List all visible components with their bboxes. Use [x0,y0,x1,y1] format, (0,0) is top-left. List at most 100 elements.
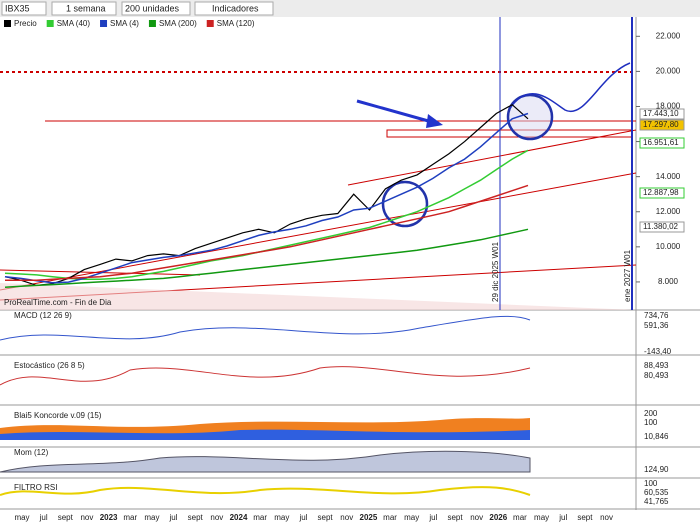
legend-swatch [206,20,214,27]
panel-title: Blai5 Koncorde v.09 (15) [14,411,102,420]
price-tag [639,187,685,199]
mom-area [0,450,531,473]
symbol-select[interactable] [1,1,47,16]
stoch-line [0,366,531,386]
symbol: IBX35 [5,3,30,13]
projection [509,62,631,113]
x-axis-label: nov [470,513,483,522]
x-axis-label: 2024 [230,513,248,522]
panel-title: Estocástico (26 8 5) [14,361,85,370]
time-marker-label: ene 2027 W01 [623,249,632,302]
x-axis-label: jul [428,513,437,522]
legend-swatch [46,20,54,27]
x-axis-label: mar [513,513,527,522]
series-line [4,103,529,287]
period: 1 semana [66,3,106,13]
x-axis-label: mar [123,513,137,522]
arrow [356,99,433,124]
x-axis-label: 2023 [100,513,118,522]
panel-value: 200 [644,409,658,418]
x-axis-label: may [274,513,289,522]
panel-value: 60,535 [644,488,669,497]
panel-title: Mom (12) [14,448,49,457]
x-axis-label: sept [577,513,593,522]
y-tick-label: 20.000 [656,66,681,75]
legend-swatch [100,20,108,27]
x-axis-label: nov [600,513,613,522]
price-tag [639,221,685,233]
x-axis-label: may [534,513,549,522]
panel-value: 100 [644,479,658,488]
arrow-head [426,114,443,128]
legend-label: Precio [14,19,37,28]
y-tick-label: 22.000 [656,31,681,40]
panel-value: -143,40 [644,347,672,356]
y-tick-label: 18.000 [656,102,681,111]
period-select[interactable] [51,1,117,16]
macd-line [0,315,531,341]
legend-label: SMA (4) [110,19,139,28]
y-tick-label: 10.000 [656,242,681,251]
x-axis-label: jul [39,513,48,522]
x-axis-label: jul [298,513,307,522]
legend-swatch [148,20,156,27]
series-line [4,228,529,288]
panel-value: 88,493 [644,361,669,370]
zone-box [386,129,633,138]
x-axis-label: nov [340,513,353,522]
legend-label: SMA (120) [217,19,255,28]
highlight-circle [506,93,554,141]
price-label: 11.380,02 [643,222,679,231]
panel-value: 10,846 [644,432,669,441]
price-label: 17.297,80 [643,120,679,129]
series-line [4,112,529,284]
x-axis-label: jul [558,513,567,522]
x-axis-label: may [14,513,29,522]
panel-title: MACD (12 26 9) [14,311,72,320]
price-label: 17.443,10 [643,109,679,118]
panel-value: 100 [644,418,658,427]
rsi-line [0,486,531,496]
units-select[interactable] [121,1,191,16]
x-axis-label: 2025 [360,513,378,522]
panel-value: 124,90 [644,465,669,474]
panel-value: 80,493 [644,371,669,380]
panel-value: 734,76 [644,311,669,320]
x-axis-label: nov [80,513,93,522]
legend-swatch [4,20,11,27]
x-axis-label: sept [447,513,463,522]
price-tag [639,137,685,149]
legend-label: SMA (40) [57,19,91,28]
panel-value: 591,36 [644,321,669,330]
x-axis-label: nov [210,513,223,522]
time-marker-label: 29 dic 2025 W01 [491,241,500,302]
highlight-circle [381,180,429,228]
panel-value: 41,765 [644,497,669,506]
price-label: 12.887,98 [643,188,679,197]
x-axis-label: 2026 [489,513,507,522]
panel-title: FILTRO RSI [14,483,57,492]
shaded-area [0,283,636,310]
price-tag [639,119,685,131]
x-axis-label: sept [58,513,74,522]
koncorde-area [0,429,530,440]
price-label: 16.951,61 [643,138,679,147]
units: 200 unidades [125,3,180,13]
series-line [5,184,529,281]
price-tag [639,108,685,120]
y-tick-label: 14.000 [656,172,681,181]
x-axis-label: mar [253,513,267,522]
legend-label: SMA (200) [159,19,197,28]
series-line [4,149,529,281]
x-axis-label: may [404,513,419,522]
x-axis-label: sept [188,513,204,522]
indicators-button[interactable] [194,1,274,16]
trend-line [347,129,637,186]
x-axis-label: may [144,513,159,522]
x-axis-label: mar [383,513,397,522]
x-axis-label: jul [169,513,178,522]
indicators: Indicadores [212,3,259,13]
x-axis-label: sept [318,513,334,522]
